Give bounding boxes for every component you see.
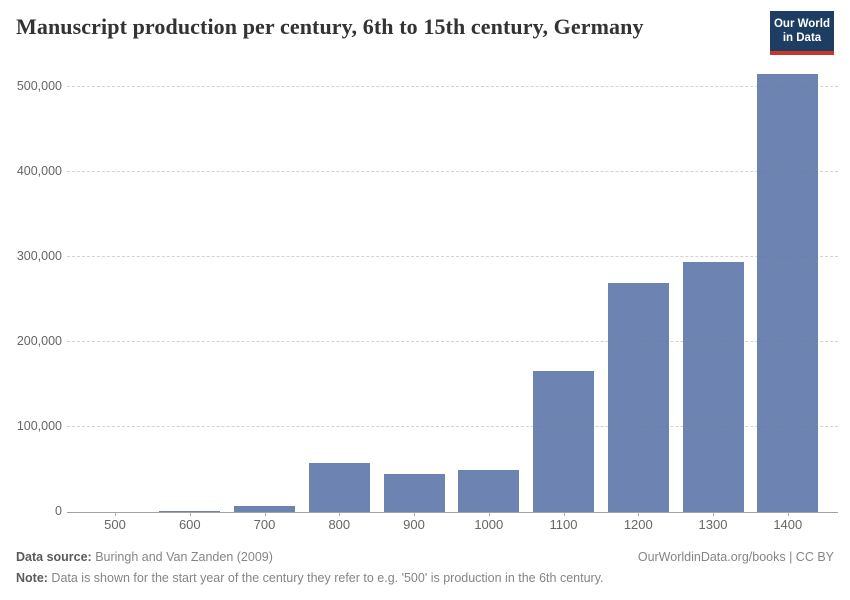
bar-1100[interactable] bbox=[533, 371, 594, 512]
owid-logo-accent-bar bbox=[770, 50, 834, 55]
x-tick bbox=[339, 512, 341, 516]
x-tick-label: 1400 bbox=[773, 517, 803, 532]
owid-logo[interactable]: Our World in Data bbox=[770, 11, 834, 55]
footer-row-note: Note: Data is shown for the start year o… bbox=[16, 568, 834, 589]
bar-1400[interactable] bbox=[757, 73, 819, 512]
bar-1300[interactable] bbox=[682, 261, 744, 512]
x-tick bbox=[563, 512, 565, 516]
bar-700[interactable] bbox=[234, 505, 295, 512]
note-text: Note: Data is shown for the start year o… bbox=[16, 571, 603, 585]
x-tick bbox=[414, 512, 415, 516]
owid-logo-text: Our World in Data bbox=[770, 11, 834, 51]
x-axis-line bbox=[67, 512, 838, 513]
x-tick-label: 1000 bbox=[474, 517, 504, 532]
bar-1200[interactable] bbox=[607, 282, 669, 512]
gridline-400000 bbox=[67, 171, 838, 172]
x-tick-label: 600 bbox=[178, 517, 201, 532]
x-tick-label: 900 bbox=[403, 517, 425, 532]
bar-1000[interactable] bbox=[458, 469, 520, 512]
gridline-100000 bbox=[67, 426, 838, 427]
chart-title: Manuscript production per century, 6th t… bbox=[16, 14, 644, 39]
bar-800[interactable] bbox=[308, 462, 370, 512]
gridline-300000 bbox=[67, 256, 838, 257]
x-tick-label: 700 bbox=[253, 517, 276, 532]
x-tick bbox=[264, 512, 266, 516]
chart-footer: Data source: Buringh and Van Zanden (200… bbox=[16, 547, 834, 588]
x-tick-label: 800 bbox=[328, 517, 351, 532]
x-tick bbox=[787, 512, 789, 516]
y-tick-label: 500,000 bbox=[16, 79, 62, 93]
data-source-label: Data source: bbox=[16, 550, 92, 564]
gridline-500000 bbox=[67, 86, 838, 87]
owid-logo-line1: Our World bbox=[773, 18, 830, 30]
y-tick-label: 300,000 bbox=[16, 249, 62, 263]
gridline-200000 bbox=[67, 341, 838, 342]
x-tick bbox=[638, 512, 640, 516]
x-tick-label: 1200 bbox=[623, 517, 653, 532]
footer-row-source: Data source: Buringh and Van Zanden (200… bbox=[16, 547, 834, 568]
bar-600[interactable] bbox=[159, 510, 221, 512]
x-tick bbox=[488, 512, 490, 516]
x-tick bbox=[189, 512, 191, 516]
y-tick-label: 400,000 bbox=[16, 164, 62, 178]
owid-logo-line2: in Data bbox=[782, 32, 822, 45]
y-tick-label: 0 bbox=[55, 504, 62, 518]
bar-900[interactable] bbox=[383, 473, 445, 512]
note-value: Data is shown for the start year of the … bbox=[47, 570, 604, 585]
y-tick-label: 100,000 bbox=[16, 419, 62, 433]
x-tick-label: 1100 bbox=[549, 517, 578, 532]
x-tick-label: 1300 bbox=[698, 517, 728, 532]
owid-books-link[interactable]: OurWorldinData.org/books | CC BY bbox=[637, 550, 834, 564]
x-tick bbox=[713, 512, 714, 516]
note-label: Note: bbox=[16, 570, 48, 585]
x-tick bbox=[115, 512, 116, 516]
y-tick-label: 200,000 bbox=[16, 334, 62, 348]
data-source-value: Buringh and Van Zanden (2009) bbox=[91, 550, 273, 564]
data-source-text: Data source: Buringh and Van Zanden (200… bbox=[16, 547, 273, 568]
x-tick-label: 500 bbox=[104, 517, 126, 532]
